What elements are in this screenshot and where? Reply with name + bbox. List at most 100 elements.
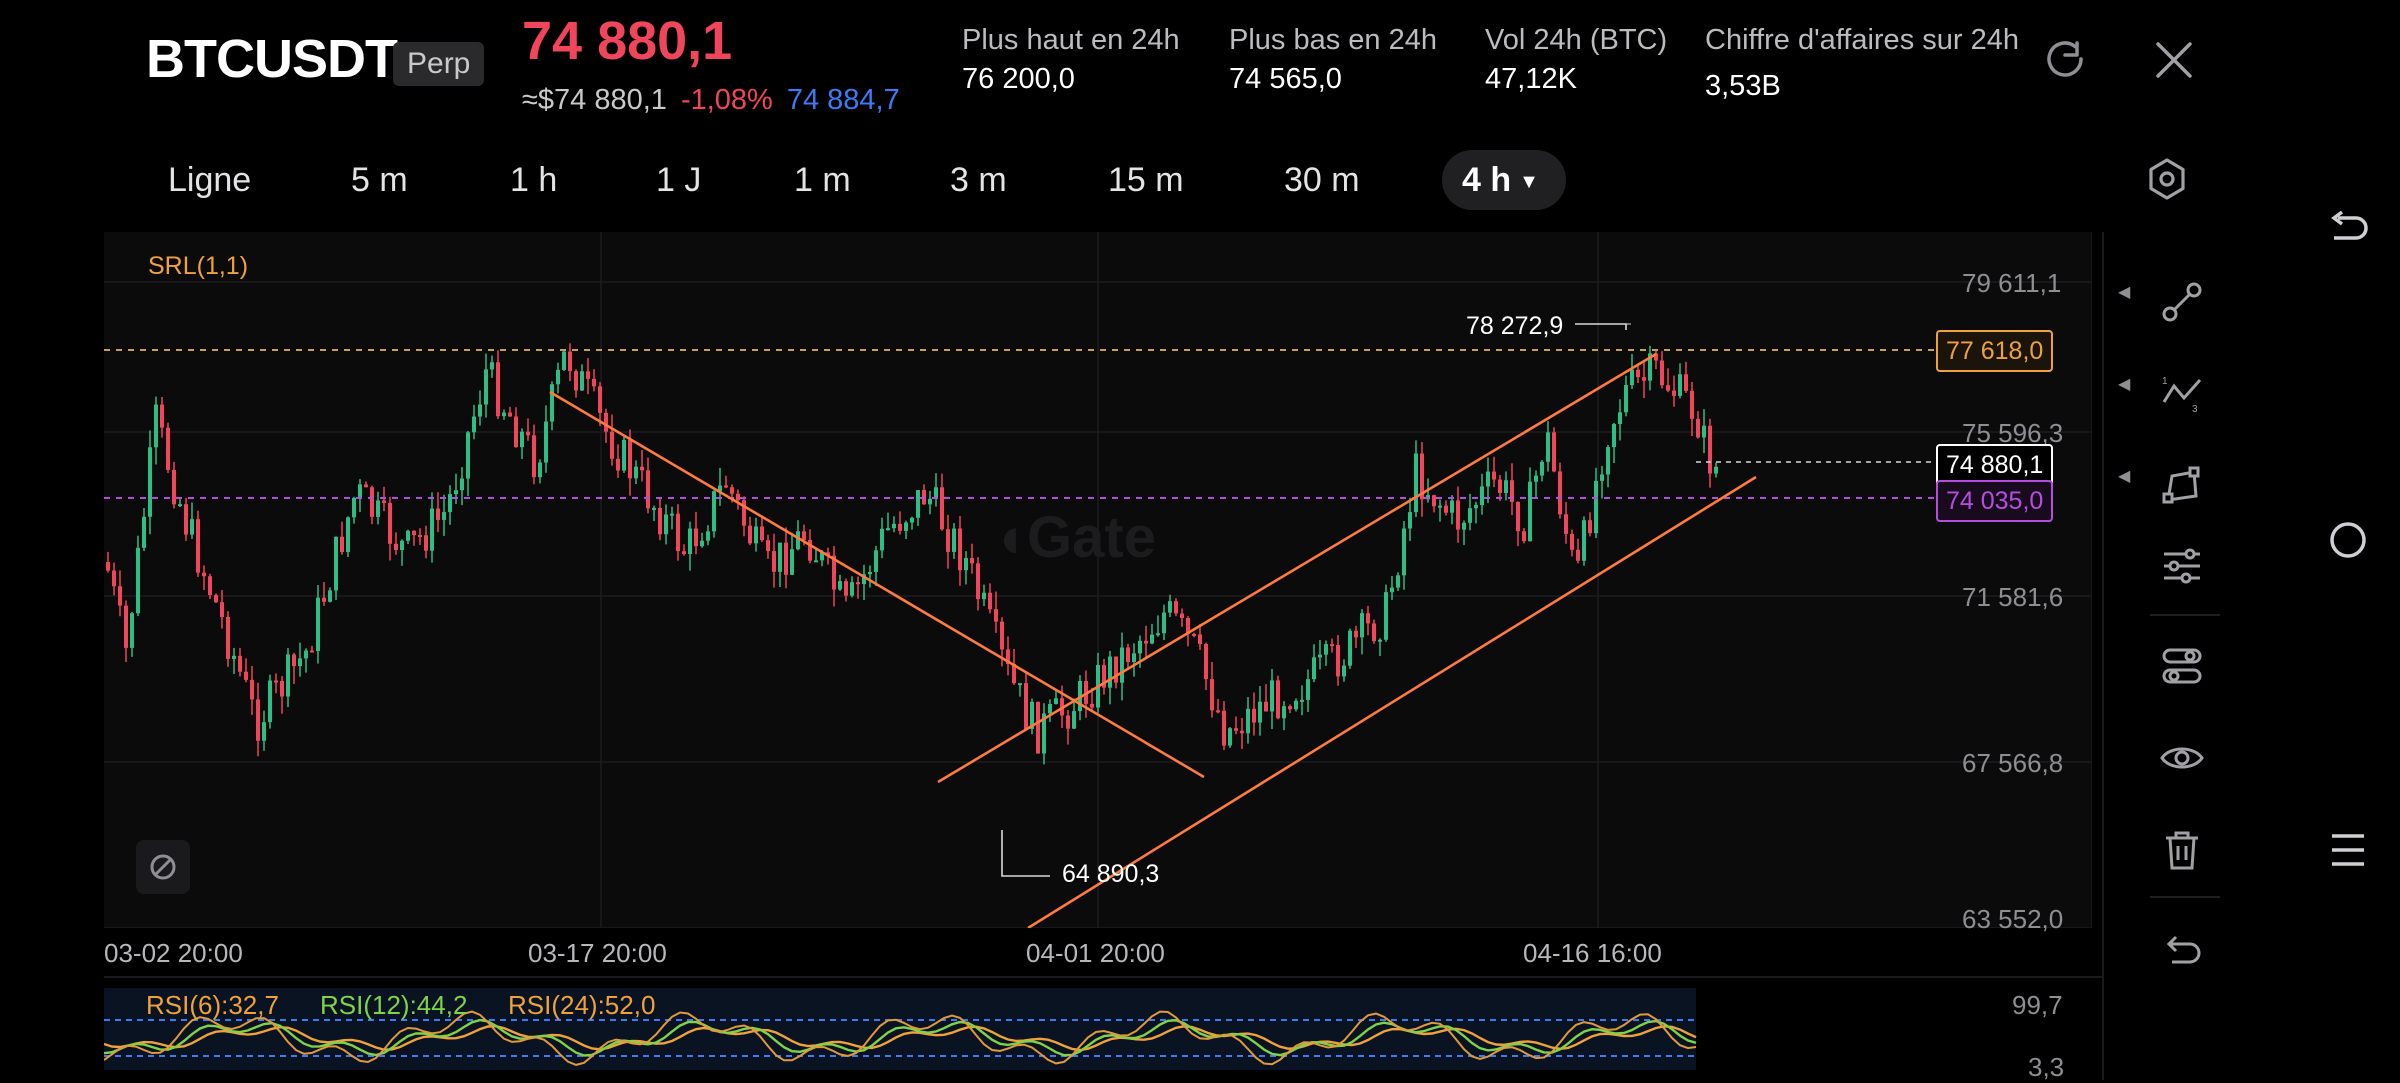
candle-body <box>1450 500 1454 513</box>
tab-1j[interactable]: 1 J <box>656 161 702 199</box>
close-icon[interactable] <box>2150 36 2198 84</box>
candle-body <box>886 528 890 531</box>
candle-body <box>406 530 410 541</box>
candle-body <box>1654 353 1658 361</box>
candle-body <box>478 404 482 417</box>
candle-body <box>418 534 422 537</box>
candle-body <box>496 362 500 417</box>
rsi24-label: RSI(24):52,0 <box>508 990 656 1020</box>
tab-1h[interactable]: 1 h <box>510 161 558 199</box>
candle-body <box>1522 531 1526 542</box>
candle-body <box>472 416 476 433</box>
candle-body <box>112 570 116 587</box>
candle-body <box>1240 730 1244 734</box>
refresh-icon[interactable] <box>2040 34 2090 84</box>
candle-body <box>796 531 800 550</box>
price-subrow: ≈$74 880,1 -1,08% 74 884,7 <box>522 84 900 117</box>
candle-body <box>1552 432 1556 472</box>
tab-15m[interactable]: 15 m <box>1108 161 1184 199</box>
candle-body <box>1582 520 1586 561</box>
time-axis-label: 03-17 20:00 <box>528 938 667 968</box>
candle-body <box>826 552 830 556</box>
candle-body <box>664 514 668 535</box>
candle-body <box>334 536 338 591</box>
candle-body <box>952 528 956 552</box>
low-annotation: 64 890,3 <box>1062 860 1160 888</box>
candle-body <box>256 699 260 741</box>
tab-3m[interactable]: 3 m <box>950 161 1007 199</box>
candle-body <box>424 535 428 551</box>
candle-body <box>1618 412 1622 424</box>
symbol-name[interactable]: BTCUSDT <box>146 29 398 89</box>
candle-body <box>574 371 578 391</box>
candle-body <box>262 722 266 741</box>
drawing-toggle-icon[interactable] <box>136 840 190 894</box>
home-icon[interactable] <box>2318 510 2378 570</box>
candle-body <box>1288 706 1292 710</box>
tab-30m[interactable]: 30 m <box>1284 161 1360 199</box>
candle-body <box>862 574 866 584</box>
candle-body <box>136 547 140 614</box>
expand-arrow-icon[interactable]: ◀ <box>2118 468 2131 485</box>
candle-body <box>652 507 656 510</box>
candle-body <box>196 519 200 573</box>
candle-body <box>1684 374 1688 391</box>
candle-body <box>382 500 386 503</box>
candle-body <box>568 351 572 372</box>
expand-arrow-icon[interactable]: ◀ <box>2118 376 2131 393</box>
candle-body <box>1570 534 1574 550</box>
eye-icon[interactable] <box>2152 728 2212 788</box>
rsi-pane[interactable] <box>104 976 2104 1082</box>
stat-value: 47,12K <box>1485 63 1577 95</box>
hexagon-settings-icon[interactable] <box>2140 152 2194 206</box>
candle-body <box>700 540 704 547</box>
undo-icon[interactable] <box>2152 920 2212 980</box>
srl-upper-tag: 77 618,0 <box>1936 330 2054 372</box>
candle-body <box>1318 654 1322 658</box>
candle-body <box>1480 486 1484 506</box>
candle-body <box>916 490 920 518</box>
stat-label: Plus bas en 24h <box>1229 24 1437 56</box>
toggle-settings-icon[interactable] <box>2152 636 2212 696</box>
indicator-label[interactable]: SRL(1,1) <box>148 252 249 280</box>
candle-body <box>1216 710 1220 713</box>
candle-body <box>1528 481 1532 542</box>
candle-body <box>940 487 944 530</box>
candle-body <box>1276 680 1280 719</box>
candle-body <box>1030 701 1034 729</box>
candle-body <box>1162 612 1166 634</box>
shape-tool-icon[interactable] <box>2152 456 2212 516</box>
candle-body <box>994 609 998 622</box>
candle-body <box>1420 453 1424 500</box>
candle-body <box>1234 728 1238 731</box>
tab-4h-dropdown[interactable]: 4 h ▼ <box>1442 150 1566 210</box>
candle-body <box>346 517 350 553</box>
candle-body <box>250 679 254 700</box>
expand-arrow-icon[interactable]: ◀ <box>2118 284 2131 301</box>
stat-label: Plus haut en 24h <box>962 24 1180 56</box>
candle-body <box>1282 706 1286 719</box>
candle-body <box>964 558 968 571</box>
candle-body <box>166 427 170 470</box>
sliders-icon[interactable] <box>2152 536 2212 596</box>
candle-body <box>1606 447 1610 475</box>
menu-icon[interactable] <box>2318 820 2378 880</box>
candle-body <box>1186 618 1190 634</box>
candle-body <box>154 404 158 448</box>
candle-body <box>718 485 722 492</box>
candle-body <box>1312 657 1316 680</box>
tab-1m[interactable]: 1 m <box>794 161 851 199</box>
candle-body <box>1012 664 1016 684</box>
price-chart[interactable]: SRL(1,1) ◖Gate 78 272,9 64 890,3 79 611,… <box>104 232 2092 934</box>
tab-ligne[interactable]: Ligne <box>168 161 252 199</box>
trash-icon[interactable] <box>2152 820 2212 880</box>
candle-body <box>838 581 842 590</box>
candle-body <box>1474 505 1478 509</box>
candle-body <box>1342 665 1346 677</box>
back-icon[interactable] <box>2318 200 2378 260</box>
tab-5m[interactable]: 5 m <box>351 161 408 199</box>
line-tool-icon[interactable] <box>2152 272 2212 332</box>
candle-body <box>1510 480 1514 502</box>
